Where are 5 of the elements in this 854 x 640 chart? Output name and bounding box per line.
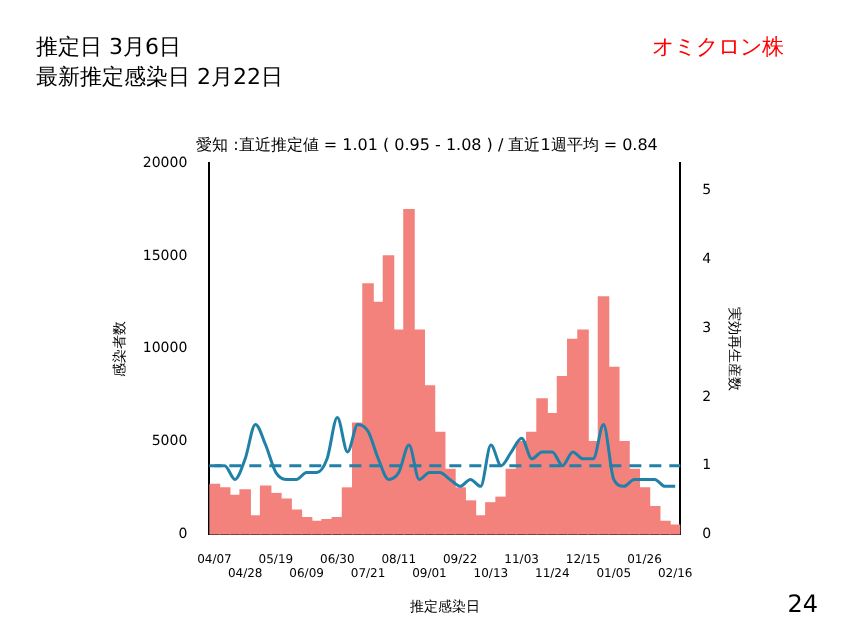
text: 24 bbox=[787, 590, 818, 618]
text: 推定日 3月6日 bbox=[36, 32, 181, 62]
text: オミクロン株 bbox=[652, 32, 784, 62]
chart-title: 愛知 :直近推定値 = 1.01 ( 0.95 - 1.08 ) / 直近1週平均 = 0.84 bbox=[196, 135, 658, 154]
text: 最新推定感染日 2月22日 bbox=[36, 62, 283, 92]
